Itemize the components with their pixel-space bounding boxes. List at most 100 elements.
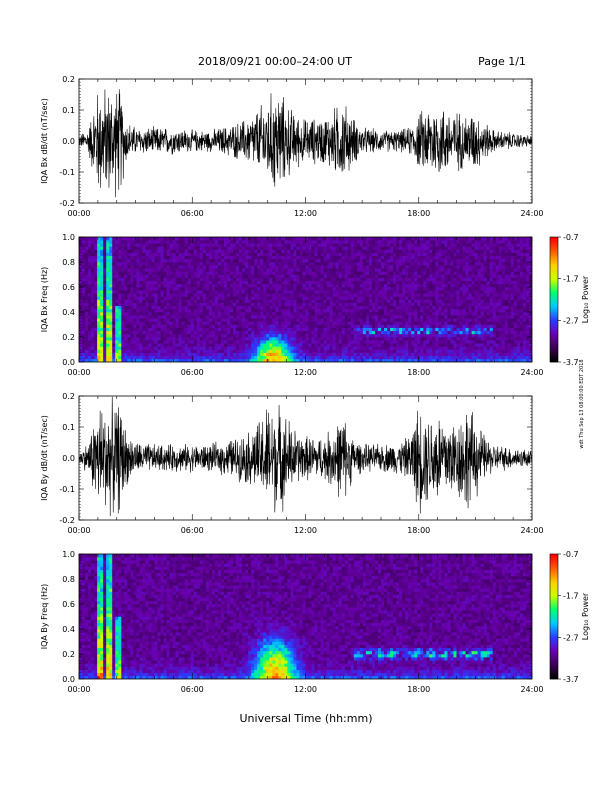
heatmap-cell	[142, 309, 145, 312]
heatmap-cell	[266, 309, 269, 312]
heatmap-cell	[103, 243, 106, 246]
heatmap-cell	[179, 240, 182, 243]
heatmap-cell	[209, 268, 212, 271]
heatmap-cell	[381, 284, 384, 287]
heatmap-cell	[330, 331, 333, 334]
heatmap-cell	[115, 340, 118, 343]
heatmap-cell	[299, 253, 302, 256]
heatmap-cell	[185, 334, 188, 337]
heatmap-cell	[215, 253, 218, 256]
heatmap-cell	[324, 309, 327, 312]
heatmap-cell	[402, 250, 405, 253]
heatmap-cell	[278, 300, 281, 303]
heatmap-cell	[112, 237, 115, 240]
heatmap-cell	[260, 278, 263, 281]
heatmap-cell	[290, 268, 293, 271]
heatmap-cell	[230, 309, 233, 312]
heatmap-cell	[155, 290, 158, 293]
heatmap-cell	[339, 275, 342, 278]
heatmap-cell	[130, 340, 133, 343]
heatmap-cell	[375, 237, 378, 240]
heatmap-cell	[215, 353, 218, 356]
heatmap-cell	[200, 343, 203, 346]
heatmap-cell	[254, 356, 257, 359]
heatmap-cell	[182, 343, 185, 346]
heatmap-cell	[197, 262, 200, 265]
heatmap-cell	[381, 290, 384, 293]
heatmap-cell	[212, 240, 215, 243]
heatmap-cell	[245, 321, 248, 324]
heatmap-cell	[293, 275, 296, 278]
heatmap-cell	[118, 246, 121, 249]
heatmap-cell	[393, 281, 396, 284]
heatmap-cell	[130, 287, 133, 290]
heatmap-cell	[227, 256, 230, 259]
heatmap-cell	[100, 246, 103, 249]
heatmap-cell	[423, 259, 426, 262]
heatmap-cell	[330, 312, 333, 315]
heatmap-cell	[324, 250, 327, 253]
heatmap-cell	[127, 246, 130, 249]
heatmap-cell	[224, 250, 227, 253]
heatmap-cell	[293, 343, 296, 346]
heatmap-cell	[94, 275, 97, 278]
heatmap-cell	[218, 259, 221, 262]
heatmap-cell	[423, 340, 426, 343]
heatmap-cell	[121, 265, 124, 268]
heatmap-cell	[106, 296, 109, 299]
heatmap-cell	[200, 337, 203, 340]
heatmap-cell	[384, 343, 387, 346]
heatmap-cell	[390, 309, 393, 312]
heatmap-cell	[148, 343, 151, 346]
heatmap-cell	[342, 334, 345, 337]
heatmap-cell	[417, 256, 420, 259]
heatmap-cell	[342, 268, 345, 271]
heatmap-cell	[366, 300, 369, 303]
heatmap-cell	[91, 331, 94, 334]
heatmap-cell	[230, 265, 233, 268]
heatmap-cell	[142, 318, 145, 321]
heatmap-cell	[218, 262, 221, 265]
heatmap-cell	[306, 265, 309, 268]
heatmap-cell	[112, 275, 115, 278]
heatmap-cell	[302, 300, 305, 303]
heatmap-cell	[209, 281, 212, 284]
heatmap-cell	[248, 340, 251, 343]
heatmap-cell	[103, 240, 106, 243]
heatmap-cell	[200, 262, 203, 265]
heatmap-cell	[100, 250, 103, 253]
heatmap-cell	[118, 331, 121, 334]
heatmap-cell	[348, 331, 351, 334]
heatmap-cell	[281, 303, 284, 306]
heatmap-cell	[360, 284, 363, 287]
heatmap-cell	[127, 309, 130, 312]
heatmap-cell	[357, 306, 360, 309]
heatmap-cell	[396, 237, 399, 240]
heatmap-cell	[372, 325, 375, 328]
heatmap-cell	[124, 303, 127, 306]
heatmap-cell	[312, 340, 315, 343]
heatmap-cell	[209, 256, 212, 259]
heatmap-cell	[158, 325, 161, 328]
heatmap-cell	[139, 262, 142, 265]
heatmap-cell	[197, 346, 200, 349]
heatmap-cell	[206, 315, 209, 318]
heatmap-cell	[363, 325, 366, 328]
y-tick-label: 0.1	[62, 106, 75, 115]
heatmap-cell	[139, 268, 142, 271]
heatmap-cell	[296, 281, 299, 284]
heatmap-cell	[318, 240, 321, 243]
heatmap-cell	[263, 328, 266, 331]
heatmap-cell	[435, 281, 438, 284]
heatmap-cell	[432, 315, 435, 318]
heatmap-cell	[227, 278, 230, 281]
heatmap-cell	[170, 246, 173, 249]
heatmap-cell	[396, 340, 399, 343]
heatmap-cell	[242, 331, 245, 334]
heatmap-cell	[420, 340, 423, 343]
heatmap-cell	[414, 337, 417, 340]
heatmap-cell	[97, 262, 100, 265]
heatmap-cell	[339, 340, 342, 343]
heatmap-cell	[266, 350, 269, 353]
heatmap-cell	[351, 259, 354, 262]
